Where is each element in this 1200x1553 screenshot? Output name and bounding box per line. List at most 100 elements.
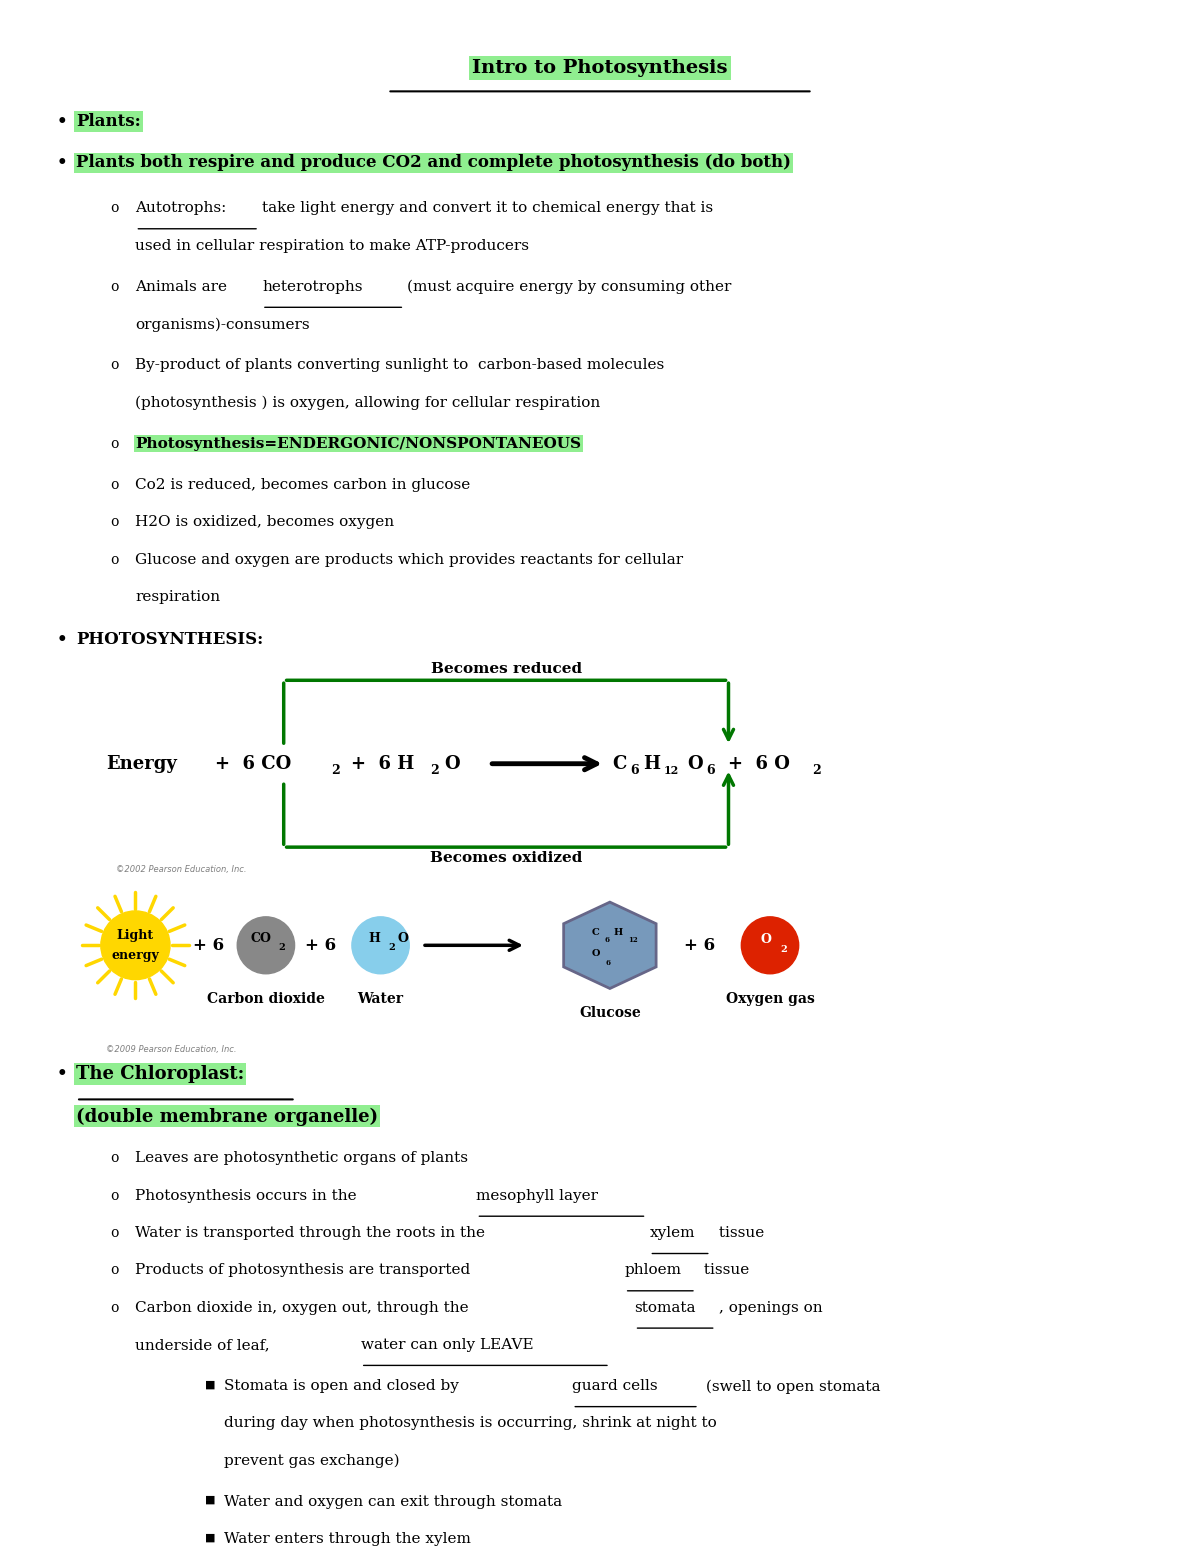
Text: stomata: stomata <box>635 1300 696 1315</box>
Text: 6: 6 <box>706 764 714 776</box>
Text: Energy: Energy <box>106 755 176 773</box>
Text: CO: CO <box>251 932 271 944</box>
Text: heterotrophs: heterotrophs <box>262 280 362 294</box>
Text: (double membrane organelle): (double membrane organelle) <box>76 1107 378 1126</box>
Text: used in cellular respiration to make ATP-producers: used in cellular respiration to make ATP… <box>136 239 529 253</box>
Text: Co2 is reduced, becomes carbon in glucose: Co2 is reduced, becomes carbon in glucos… <box>136 478 470 492</box>
Text: o: o <box>110 1151 119 1165</box>
Text: water can only LEAVE: water can only LEAVE <box>361 1339 534 1353</box>
Text: Plants:: Plants: <box>76 113 140 130</box>
Text: O: O <box>761 933 772 946</box>
Text: By-product of plants converting sunlight to  carbon-based molecules: By-product of plants converting sunlight… <box>136 359 665 373</box>
Text: 2: 2 <box>812 764 821 776</box>
Text: during day when photosynthesis is occurring, shrink at night to: during day when photosynthesis is occurr… <box>224 1416 718 1430</box>
Text: xylem: xylem <box>649 1225 695 1239</box>
Text: energy: energy <box>112 949 160 961</box>
Text: o: o <box>110 1300 119 1315</box>
Text: C: C <box>592 929 600 936</box>
Circle shape <box>101 912 170 980</box>
Text: prevent gas exchange): prevent gas exchange) <box>224 1454 400 1468</box>
Text: 6: 6 <box>631 764 640 776</box>
Text: 6: 6 <box>606 958 611 968</box>
Text: o: o <box>110 478 119 492</box>
Text: o: o <box>110 1225 119 1239</box>
Text: 2: 2 <box>389 943 395 952</box>
Text: ■: ■ <box>205 1379 215 1388</box>
Text: ■: ■ <box>205 1533 215 1542</box>
Text: Glucose: Glucose <box>580 1006 641 1020</box>
Text: o: o <box>110 1263 119 1277</box>
Text: 2: 2 <box>780 944 787 954</box>
Text: Glucose and oxygen are products which provides reactants for cellular: Glucose and oxygen are products which pr… <box>136 553 684 567</box>
Text: o: o <box>110 280 119 294</box>
Text: (photosynthesis ) is oxygen, allowing for cellular respiration: (photosynthesis ) is oxygen, allowing fo… <box>136 396 601 410</box>
Text: tissue: tissue <box>698 1263 749 1277</box>
Text: The Chloroplast:: The Chloroplast: <box>76 1065 245 1082</box>
Text: Oxygen gas: Oxygen gas <box>726 992 815 1006</box>
Text: guard cells: guard cells <box>572 1379 658 1393</box>
Text: underside of leaf,: underside of leaf, <box>136 1339 275 1353</box>
Text: Water enters through the xylem: Water enters through the xylem <box>224 1533 472 1547</box>
Text: , openings on: , openings on <box>719 1300 822 1315</box>
Text: o: o <box>110 436 119 450</box>
Text: Animals are: Animals are <box>136 280 233 294</box>
Text: Water: Water <box>358 992 403 1006</box>
Text: (swell to open stomata: (swell to open stomata <box>701 1379 881 1393</box>
Text: 12: 12 <box>664 766 678 776</box>
Text: +  6 CO: + 6 CO <box>215 755 290 773</box>
Text: (must acquire energy by consuming other: (must acquire energy by consuming other <box>407 280 732 294</box>
Text: Carbon dioxide in, oxygen out, through the: Carbon dioxide in, oxygen out, through t… <box>136 1300 474 1315</box>
Text: •: • <box>56 113 67 130</box>
Text: organisms)-consumers: organisms)-consumers <box>136 317 310 331</box>
Text: + 6: + 6 <box>306 936 336 954</box>
Text: ©2002 Pearson Education, Inc.: ©2002 Pearson Education, Inc. <box>115 865 246 874</box>
Text: 2: 2 <box>430 764 439 776</box>
Text: O: O <box>592 949 600 958</box>
Text: Becomes reduced: Becomes reduced <box>431 663 582 677</box>
Text: H: H <box>614 929 623 936</box>
Text: o: o <box>110 202 119 216</box>
Text: H: H <box>368 932 380 944</box>
Text: Photosynthesis occurs in the: Photosynthesis occurs in the <box>136 1188 362 1202</box>
Text: +  6 O: + 6 O <box>728 755 791 773</box>
Text: ■: ■ <box>205 1496 215 1505</box>
Text: •: • <box>56 154 67 172</box>
Text: C: C <box>612 755 626 773</box>
Text: •: • <box>56 631 67 649</box>
Text: Water and oxygen can exit through stomata: Water and oxygen can exit through stomat… <box>224 1496 563 1510</box>
Text: Leaves are photosynthetic organs of plants: Leaves are photosynthetic organs of plan… <box>136 1151 468 1165</box>
Text: Water is transported through the roots in the: Water is transported through the roots i… <box>136 1225 491 1239</box>
Text: o: o <box>110 516 119 530</box>
Circle shape <box>742 916 799 974</box>
Text: 12: 12 <box>629 936 638 944</box>
Text: 6: 6 <box>605 936 610 944</box>
Text: o: o <box>110 1188 119 1202</box>
Text: take light energy and convert it to chemical energy that is: take light energy and convert it to chem… <box>262 202 713 216</box>
Text: Products of photosynthesis are transported: Products of photosynthesis are transport… <box>136 1263 475 1277</box>
Text: PHOTOSYNTHESIS:: PHOTOSYNTHESIS: <box>76 631 263 648</box>
Text: mesophyll layer: mesophyll layer <box>476 1188 599 1202</box>
Text: respiration: respiration <box>136 590 221 604</box>
Text: O: O <box>397 932 408 944</box>
Text: o: o <box>110 553 119 567</box>
Text: Plants both respire and produce CO2 and complete photosynthesis (do both): Plants both respire and produce CO2 and … <box>76 154 791 171</box>
Text: o: o <box>110 359 119 373</box>
Text: O: O <box>686 755 703 773</box>
Text: Intro to Photosynthesis: Intro to Photosynthesis <box>473 59 727 78</box>
Text: + 6: + 6 <box>193 936 224 954</box>
Text: Photosynthesis=ENDERGONIC/NONSPONTANEOUS: Photosynthesis=ENDERGONIC/NONSPONTANEOUS <box>136 436 582 450</box>
Circle shape <box>238 916 294 974</box>
Text: Carbon dioxide: Carbon dioxide <box>206 992 325 1006</box>
Text: Light: Light <box>116 929 154 943</box>
Text: •: • <box>56 1065 67 1082</box>
Text: Autotrophs:: Autotrophs: <box>136 202 227 216</box>
Text: + 6: + 6 <box>684 936 715 954</box>
Text: Becomes oxidized: Becomes oxidized <box>430 851 582 865</box>
Text: Stomata is open and closed by: Stomata is open and closed by <box>224 1379 464 1393</box>
Text: ©2009 Pearson Education, Inc.: ©2009 Pearson Education, Inc. <box>106 1045 236 1054</box>
Circle shape <box>352 916 409 974</box>
Text: O: O <box>444 755 460 773</box>
Text: phloem: phloem <box>625 1263 682 1277</box>
Text: H2O is oxidized, becomes oxygen: H2O is oxidized, becomes oxygen <box>136 516 395 530</box>
Text: 2: 2 <box>278 943 286 952</box>
